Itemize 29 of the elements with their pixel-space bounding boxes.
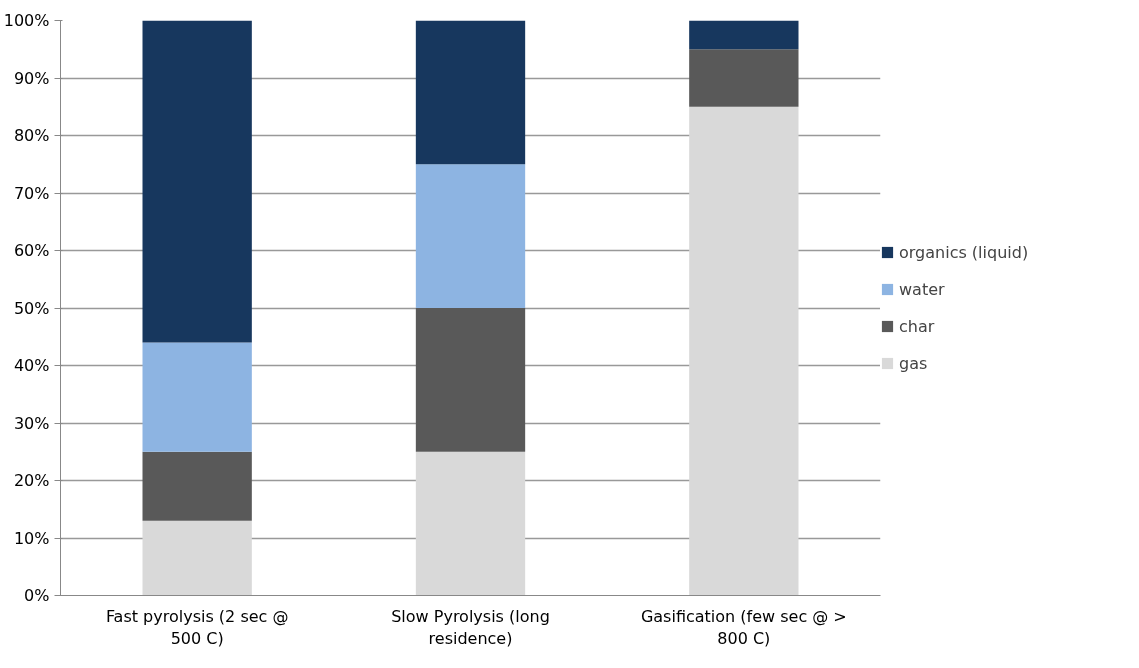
y-tick-label: 90%: [13, 68, 50, 88]
legend-label: char: [899, 316, 935, 336]
legend-label: water: [899, 279, 945, 299]
y-tick-label: 70%: [13, 183, 50, 203]
bar: [415, 308, 526, 452]
y-tick-label: 0%: [24, 586, 50, 605]
bar: [142, 451, 252, 521]
bar: [689, 20, 799, 50]
legend-label: organics (liquid): [899, 242, 1029, 262]
x-tick-label: Gasification (few sec @ > 800 C): [640, 606, 847, 649]
y-tick-label: 50%: [13, 298, 50, 318]
bar: [415, 20, 526, 165]
bar: [689, 106, 799, 596]
y-tick-label: 60%: [13, 241, 50, 260]
y-tick-label: 20%: [13, 471, 50, 490]
legend-label: gas: [899, 353, 928, 373]
y-tick-label: 10%: [13, 528, 50, 548]
y-tick-label: 40%: [13, 356, 50, 375]
bar: [689, 49, 799, 107]
y-tick-label: 100%: [3, 11, 50, 30]
bar: [415, 164, 526, 308]
y-tick-label: 30%: [13, 413, 50, 433]
bar: [142, 342, 252, 452]
bar: [415, 451, 526, 596]
bar: [142, 520, 252, 596]
x-tick-label: Slow Pyrolysis (long residence): [391, 606, 550, 649]
x-tick-label: Fast pyrolysis (2 sec @ 500 C): [105, 606, 289, 649]
y-tick-label: 80%: [13, 126, 50, 145]
bar: [142, 20, 252, 343]
